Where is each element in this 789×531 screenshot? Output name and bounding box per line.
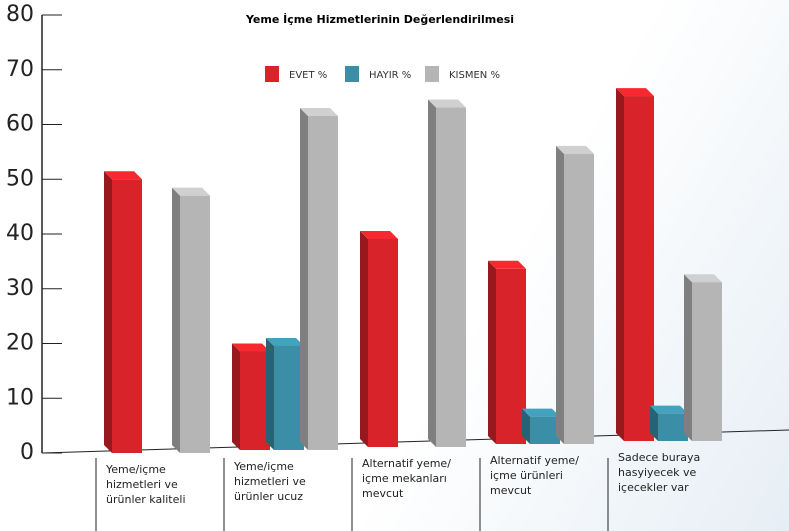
y-tick-label: 50: [6, 166, 34, 191]
bar-side: [104, 171, 112, 453]
bar: [180, 195, 210, 454]
bar-side: [172, 187, 180, 454]
bar-top: [556, 145, 594, 154]
bar-top: [232, 343, 270, 352]
bar: [274, 345, 304, 450]
y-tick-label: 80: [6, 2, 34, 27]
legend-swatch: [425, 66, 439, 82]
x-tick-label: Yeme/içme hizmetleri ve ürünler ucuz: [234, 460, 306, 503]
bar-side: [266, 337, 274, 450]
bar: [240, 351, 270, 450]
bar: [658, 413, 688, 441]
bar-side: [556, 145, 564, 444]
y-tick-label: 20: [6, 331, 34, 356]
bar: [436, 107, 466, 448]
bar-side: [650, 405, 658, 441]
bar-side: [684, 274, 692, 441]
x-tick-label: Yeme/içme hizmetleri ve ürünler kaliteli: [106, 463, 186, 506]
bar: [112, 179, 142, 453]
y-tick-label: 0: [20, 440, 34, 465]
bar-side: [428, 99, 436, 448]
chart-title: Yeme İçme Hizmetlerinin Değerlendirilmes…: [245, 12, 514, 26]
x-tick-label: Sadece buraya hasyiyecek ve içecekler va…: [618, 451, 701, 494]
bar: [692, 282, 722, 441]
bar-top: [172, 187, 210, 196]
legend-label: HAYIR %: [369, 70, 411, 81]
bar: [496, 268, 526, 444]
y-tick-label: 70: [6, 57, 34, 82]
y-tick-label: 30: [6, 276, 34, 301]
y-tick-label: 60: [6, 112, 34, 137]
bar: [530, 416, 560, 444]
bar-side: [300, 108, 308, 451]
bar-top: [522, 408, 560, 417]
y-tick-label: 10: [6, 385, 34, 410]
x-tick-label: Alternatif yeme/ içme ürünleri mevcut: [490, 454, 579, 497]
bar-top: [266, 337, 304, 346]
bar: [368, 238, 398, 447]
legend-swatch: [265, 66, 279, 82]
bar-side: [616, 88, 624, 441]
legend-swatch: [345, 66, 359, 82]
x-tick-label: Alternatif yeme/ içme mekanları mevcut: [362, 457, 451, 500]
bar-side: [522, 408, 530, 444]
bar-side: [360, 230, 368, 447]
legend-label: KISMEN %: [449, 70, 500, 81]
bar: [564, 153, 594, 444]
bar: [624, 96, 654, 441]
bar-top: [104, 171, 142, 180]
bar-top: [428, 99, 466, 108]
bar-side: [232, 343, 240, 450]
bar-top: [684, 274, 722, 283]
bar-side: [488, 260, 496, 444]
bar-top: [616, 88, 654, 97]
bar-top: [300, 108, 338, 117]
legend-label: EVET %: [289, 70, 327, 81]
bar-top: [488, 260, 526, 269]
bar-top: [650, 405, 688, 414]
y-tick-label: 40: [6, 221, 34, 246]
bar-top: [360, 230, 398, 239]
bar: [308, 116, 338, 451]
